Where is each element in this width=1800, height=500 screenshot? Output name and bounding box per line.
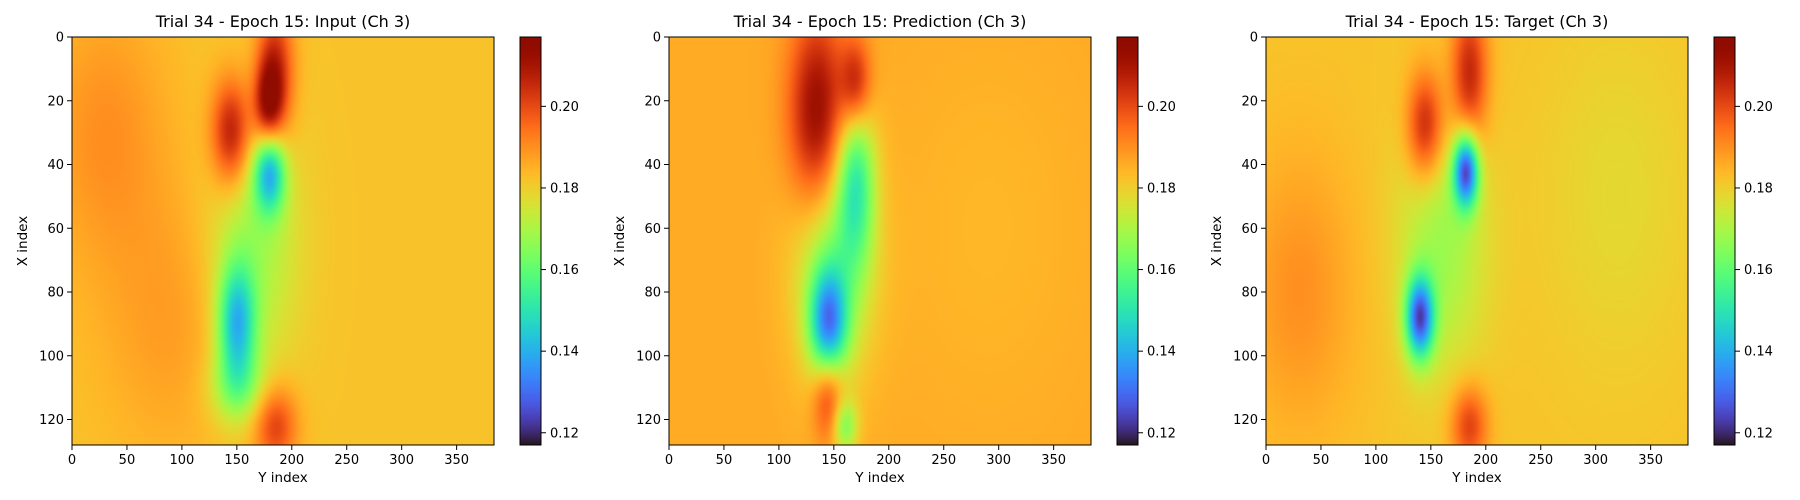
- colorbar-tick-label: 0.14: [1147, 345, 1176, 360]
- y-tick-label: 60: [644, 222, 661, 237]
- colorbar-frame: [519, 36, 542, 446]
- y-tick-label: 60: [1241, 222, 1258, 237]
- plot-frame: [71, 36, 495, 446]
- panel-title: Trial 34 - Epoch 15: Prediction (Ch 3): [733, 12, 1027, 31]
- colorbar-tick-label: 0.20: [1744, 100, 1773, 115]
- x-axis-label: Y index: [854, 470, 904, 486]
- y-tick-label: 100: [636, 349, 661, 364]
- x-tick-label: 150: [1418, 453, 1443, 468]
- y-tick-label: 40: [644, 158, 661, 173]
- y-tick-label: 60: [47, 222, 64, 237]
- colorbar: 0.12 0.14 0.16 0.18 0.20: [1713, 36, 1773, 446]
- colorbar-tick-label: 0.14: [550, 345, 579, 360]
- colorbar-gradient: [1714, 37, 1735, 445]
- x-tick-label: 50: [716, 453, 733, 468]
- x-tick-label: 350: [444, 453, 469, 468]
- x-tick-label: 100: [1363, 453, 1388, 468]
- colorbar-tick-label: 0.18: [550, 181, 579, 196]
- y-tick-label: 20: [47, 94, 64, 109]
- heatmap-panel-1: Trial 34 - Epoch 15: Input (Ch 3) 0 50 100 1…: [15, 12, 579, 486]
- y-tick-label: 80: [47, 286, 64, 301]
- colorbar-tick-label: 0.16: [1147, 263, 1176, 278]
- colorbar-tick-label: 0.18: [1147, 181, 1176, 196]
- heatmap-image: [669, 37, 1091, 445]
- x-tick-label: 0: [665, 453, 673, 468]
- x-axis-label: Y index: [257, 470, 307, 486]
- colorbar-gradient: [1117, 37, 1138, 445]
- x-tick-label: 300: [389, 453, 414, 468]
- y-tick-label: 80: [644, 286, 661, 301]
- y-axis-label: X index: [612, 216, 628, 266]
- y-axis-label: X index: [15, 216, 31, 266]
- y-tick-label: 40: [47, 158, 64, 173]
- panel-title: Trial 34 - Epoch 15: Input (Ch 3): [155, 12, 411, 31]
- y-tick-label: 20: [1241, 94, 1258, 109]
- x-tick-label: 100: [169, 453, 194, 468]
- colorbar: 0.12 0.14 0.16 0.18 0.20: [519, 36, 579, 446]
- y-tick-label: 40: [1241, 158, 1258, 173]
- x-tick-label: 150: [821, 453, 846, 468]
- x-tick-label: 250: [1528, 453, 1553, 468]
- x-axis-label: Y index: [1451, 470, 1501, 486]
- x-tick-label: 0: [68, 453, 76, 468]
- y-axis-label: X index: [1209, 216, 1225, 266]
- x-tick-label: 300: [986, 453, 1011, 468]
- x-tick-label: 300: [1583, 453, 1608, 468]
- y-tick-label: 120: [39, 413, 64, 428]
- plot-frame: [1265, 36, 1689, 446]
- colorbar-tick-label: 0.12: [550, 426, 579, 441]
- y-tick-label: 120: [636, 413, 661, 428]
- y-tick-label: 100: [1233, 349, 1258, 364]
- colorbar-frame: [1116, 36, 1139, 446]
- colorbar-tick-label: 0.16: [550, 263, 579, 278]
- x-tick-label: 150: [224, 453, 249, 468]
- colorbar-tick-label: 0.20: [550, 100, 579, 115]
- panel-title: Trial 34 - Epoch 15: Target (Ch 3): [1345, 12, 1609, 31]
- heatmap-panel-3: Trial 34 - Epoch 15: Target (Ch 3) 0 50 100…: [1209, 12, 1773, 486]
- y-tick-label: 120: [1233, 413, 1258, 428]
- colorbar-tick-label: 0.14: [1744, 345, 1773, 360]
- y-tick-label: 20: [644, 94, 661, 109]
- y-tick-label: 80: [1241, 286, 1258, 301]
- colorbar-gradient: [520, 37, 541, 445]
- x-tick-label: 250: [931, 453, 956, 468]
- y-tick-label: 0: [56, 31, 64, 46]
- x-tick-label: 50: [1313, 453, 1330, 468]
- x-tick-label: 350: [1638, 453, 1663, 468]
- y-tick-label: 0: [653, 31, 661, 46]
- colorbar-frame: [1713, 36, 1736, 446]
- x-tick-label: 200: [279, 453, 304, 468]
- colorbar-tick-label: 0.20: [1147, 100, 1176, 115]
- colorbar-tick-label: 0.12: [1744, 426, 1773, 441]
- colorbar-tick-label: 0.12: [1147, 426, 1176, 441]
- x-tick-label: 250: [334, 453, 359, 468]
- x-tick-label: 100: [766, 453, 791, 468]
- heatmap-panel-2: Trial 34 - Epoch 15: Prediction (Ch 3) 0 5…: [612, 12, 1176, 486]
- heatmap-image: [72, 37, 494, 445]
- x-tick-label: 200: [1473, 453, 1498, 468]
- heatmap-image: [1266, 37, 1688, 445]
- colorbar: 0.12 0.14 0.16 0.18 0.20: [1116, 36, 1176, 446]
- y-tick-label: 100: [39, 349, 64, 364]
- colorbar-tick-label: 0.16: [1744, 263, 1773, 278]
- colorbar-tick-label: 0.18: [1744, 181, 1773, 196]
- x-tick-label: 350: [1041, 453, 1066, 468]
- x-tick-label: 0: [1262, 453, 1270, 468]
- x-tick-label: 200: [876, 453, 901, 468]
- plot-frame: [668, 36, 1092, 446]
- y-tick-label: 0: [1250, 31, 1258, 46]
- x-tick-label: 50: [119, 453, 136, 468]
